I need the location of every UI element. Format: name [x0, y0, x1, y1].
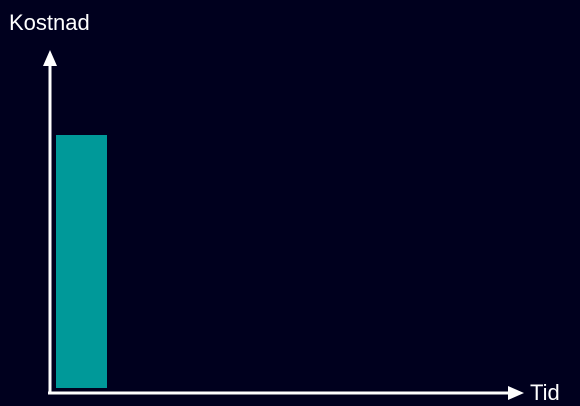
x-axis-label: Tid: [530, 380, 560, 405]
y-axis-arrowhead: [43, 50, 57, 66]
cost-bar: [56, 135, 107, 388]
y-axis-label: Kostnad: [9, 10, 90, 35]
x-axis-arrowhead: [508, 386, 524, 400]
